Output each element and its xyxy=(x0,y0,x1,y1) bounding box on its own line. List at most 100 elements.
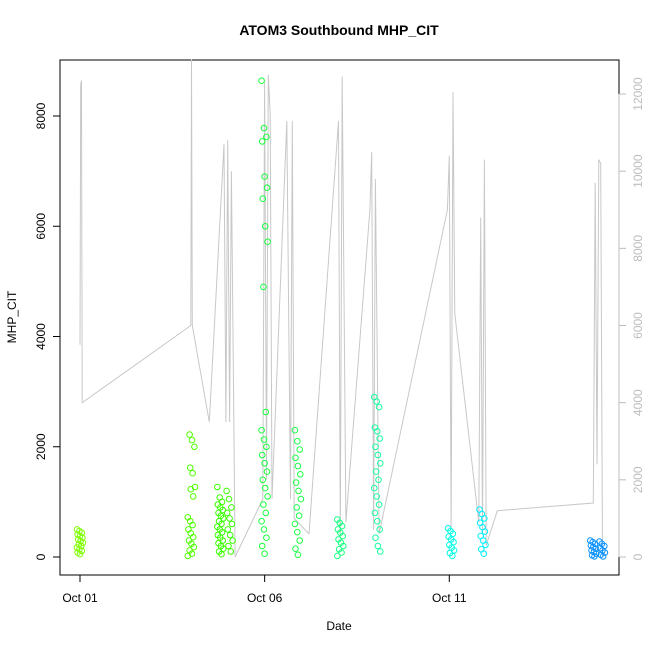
y-tick-label: 4000 xyxy=(34,323,48,350)
data-point xyxy=(258,517,265,525)
data-point xyxy=(262,509,270,517)
y2-tick-label: 4000 xyxy=(631,389,645,416)
data-point xyxy=(295,512,303,520)
data-point xyxy=(338,549,345,556)
data-point xyxy=(261,460,268,467)
data-point xyxy=(261,223,269,230)
data-point xyxy=(227,548,235,555)
data-point xyxy=(224,526,232,533)
data-point xyxy=(449,552,456,560)
data-point xyxy=(372,534,379,542)
data-point xyxy=(263,534,270,542)
data-point xyxy=(258,542,266,550)
data-point xyxy=(374,542,382,550)
data-point xyxy=(191,443,198,451)
data-point xyxy=(79,534,86,542)
data-point xyxy=(264,238,271,245)
data-point xyxy=(377,548,384,555)
data-point xyxy=(258,451,266,459)
secondary-line-layer xyxy=(79,59,603,558)
data-point xyxy=(186,464,194,472)
data-point xyxy=(263,468,271,475)
data-point xyxy=(294,437,301,445)
y2-tick-label: 10000 xyxy=(631,154,645,188)
y-tick-label: 0 xyxy=(34,553,48,560)
data-point xyxy=(339,532,347,540)
data-point xyxy=(377,460,384,467)
data-point xyxy=(260,501,267,508)
data-point xyxy=(374,451,382,459)
data-point xyxy=(372,468,380,475)
data-point xyxy=(214,483,221,491)
data-point xyxy=(373,398,381,405)
data-point xyxy=(262,408,270,416)
data-point xyxy=(264,493,271,500)
y2-tick-label: 0 xyxy=(631,553,645,560)
data-point xyxy=(260,526,268,533)
data-point xyxy=(186,431,193,438)
data-point xyxy=(226,531,234,539)
data-point xyxy=(375,501,383,508)
secondary-line xyxy=(79,59,603,558)
data-point xyxy=(190,543,198,551)
data-point xyxy=(263,133,270,141)
data-point xyxy=(228,520,236,528)
data-point xyxy=(374,428,381,435)
y-tick-label: 2000 xyxy=(34,433,48,460)
y2-tick-label: 8000 xyxy=(631,235,645,262)
data-point xyxy=(291,426,299,434)
data-point xyxy=(295,487,302,495)
data-point xyxy=(481,528,489,535)
data-point xyxy=(480,550,488,558)
data-point xyxy=(296,446,304,453)
data-point xyxy=(334,552,341,560)
data-point xyxy=(76,550,84,558)
data-point xyxy=(294,551,302,559)
data-point xyxy=(260,124,268,132)
data-point xyxy=(297,471,304,478)
data-point xyxy=(260,436,268,443)
data-point xyxy=(78,529,86,537)
data-point xyxy=(263,443,270,451)
data-point xyxy=(375,403,383,411)
data-point xyxy=(297,495,305,503)
data-point xyxy=(291,520,299,528)
data-point xyxy=(228,504,235,511)
data-point xyxy=(223,487,230,495)
data-point xyxy=(371,509,379,517)
data-point xyxy=(375,476,382,484)
data-point xyxy=(263,184,271,191)
data-point xyxy=(79,539,87,547)
data-point xyxy=(261,484,269,492)
data-point xyxy=(78,547,86,555)
y-tick-label: 6000 xyxy=(34,213,48,240)
data-point xyxy=(188,436,196,444)
data-point xyxy=(261,550,268,558)
chart-title: ATOM3 Southbound MHP_CIT xyxy=(239,22,439,38)
data-point xyxy=(338,522,346,530)
y2-tick-label: 6000 xyxy=(631,312,645,339)
y2-tick-label: 12000 xyxy=(631,77,645,111)
data-point xyxy=(260,283,267,291)
data-point xyxy=(373,493,381,500)
data-point xyxy=(225,542,232,550)
data-point xyxy=(591,553,598,560)
data-point xyxy=(371,484,378,492)
data-point xyxy=(599,553,607,560)
data-point xyxy=(77,542,85,550)
data-point xyxy=(189,493,197,500)
data-point xyxy=(218,550,225,558)
data-point xyxy=(374,517,381,525)
data-point xyxy=(292,545,299,553)
y-tick-label: 8000 xyxy=(34,102,48,129)
y-axis: 0 2000 4000 6000 8000 xyxy=(34,102,61,560)
data-point xyxy=(226,515,233,522)
data-point xyxy=(293,504,301,511)
data-point xyxy=(184,552,192,560)
data-point xyxy=(258,426,265,434)
right-axis: 0 2000 4000 6000 8000 10000 12000 xyxy=(618,77,645,560)
x-axis-label: Date xyxy=(326,619,352,633)
data-point xyxy=(259,195,267,202)
data-point xyxy=(189,533,197,541)
